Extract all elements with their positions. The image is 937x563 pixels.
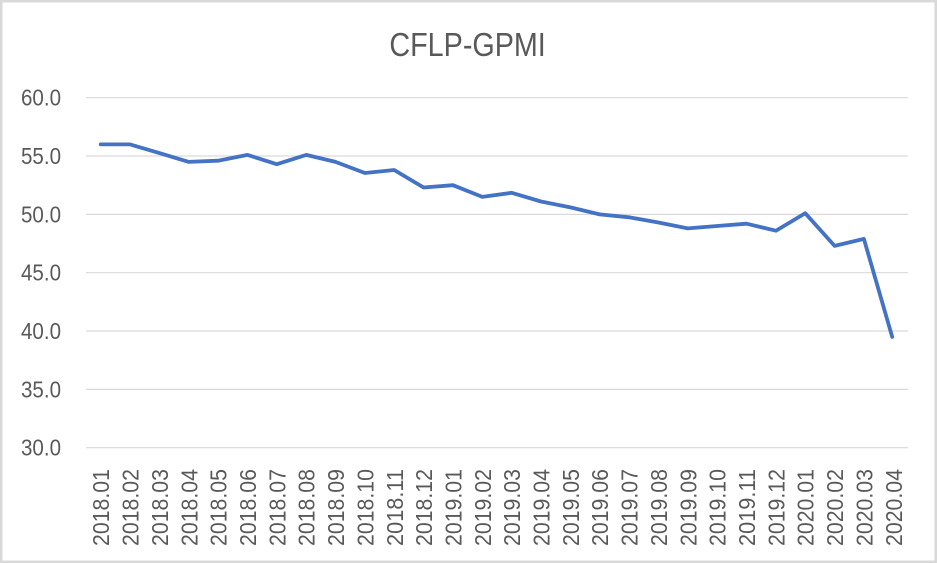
svg-text:2018.08: 2018.08 [294, 469, 320, 546]
svg-text:2018.05: 2018.05 [206, 469, 232, 546]
svg-text:2019.01: 2019.01 [441, 469, 467, 546]
svg-text:35.0: 35.0 [21, 376, 61, 402]
svg-text:2019.04: 2019.04 [529, 469, 555, 546]
svg-text:2018.12: 2018.12 [411, 469, 437, 546]
svg-text:2018.06: 2018.06 [235, 469, 261, 546]
svg-text:2018.07: 2018.07 [264, 469, 290, 546]
svg-text:2018.09: 2018.09 [323, 469, 349, 546]
svg-text:2019.05: 2019.05 [558, 469, 584, 546]
svg-text:60.0: 60.0 [21, 85, 61, 111]
svg-text:2020.04: 2020.04 [881, 469, 907, 546]
svg-text:2019.02: 2019.02 [470, 469, 496, 546]
svg-text:2018.02: 2018.02 [118, 469, 144, 546]
svg-text:55.0: 55.0 [21, 143, 61, 169]
svg-text:2018.04: 2018.04 [176, 469, 202, 546]
svg-text:2019.10: 2019.10 [705, 469, 731, 546]
svg-text:2018.10: 2018.10 [352, 469, 378, 546]
svg-text:2019.11: 2019.11 [734, 469, 760, 546]
svg-text:2019.09: 2019.09 [675, 469, 701, 546]
svg-text:2020.02: 2020.02 [822, 469, 848, 546]
svg-text:CFLP-GPMI: CFLP-GPMI [389, 26, 545, 63]
svg-text:2018.03: 2018.03 [147, 469, 173, 546]
svg-text:2018.01: 2018.01 [88, 469, 114, 546]
svg-text:40.0: 40.0 [21, 318, 61, 344]
svg-text:45.0: 45.0 [21, 260, 61, 286]
svg-text:2019.08: 2019.08 [646, 469, 672, 546]
svg-text:30.0: 30.0 [21, 435, 61, 461]
svg-text:2019.12: 2019.12 [763, 469, 789, 546]
svg-text:2018.11: 2018.11 [382, 469, 408, 546]
svg-text:50.0: 50.0 [21, 201, 61, 227]
svg-text:2019.03: 2019.03 [499, 469, 525, 546]
svg-text:2019.07: 2019.07 [617, 469, 643, 546]
svg-text:2020.01: 2020.01 [793, 469, 819, 546]
svg-text:2019.06: 2019.06 [587, 469, 613, 546]
svg-text:2020.03: 2020.03 [851, 469, 877, 546]
